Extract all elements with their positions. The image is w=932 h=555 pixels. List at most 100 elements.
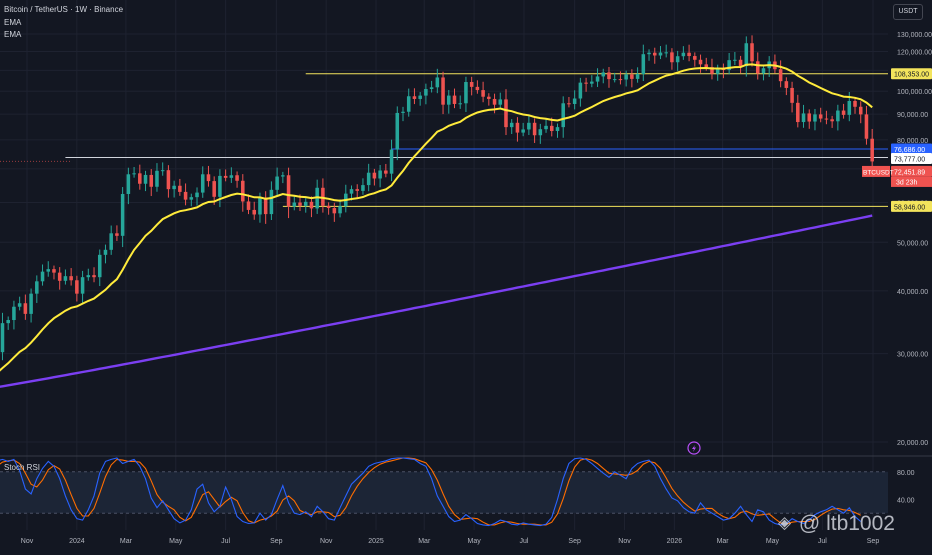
candle-body [378,170,382,179]
candle-body [120,193,125,236]
candle-body [178,185,182,192]
candle-body [750,43,754,62]
candle-body [481,90,485,97]
price-tick-label: 100,000.00 [897,89,932,96]
candle-body [355,189,359,191]
ema-fast-label[interactable]: EMA [4,18,22,27]
candle-body [555,127,560,132]
candle-body [458,103,462,105]
candle-body [492,98,497,105]
candle-body [326,205,331,209]
countdown-text: 3d 23h [896,179,918,186]
candle-body [738,59,743,67]
countdown-box [891,176,932,187]
time-tick-label: May [766,538,780,545]
candle-body [532,122,537,136]
candle-body [35,281,39,294]
candle-body [52,269,56,273]
candle-body [675,56,680,63]
candle-body [332,208,337,214]
candle-body [172,185,176,190]
price-label-text: 73,777.00 [894,156,925,163]
candle-body [544,125,548,130]
candle-body [86,275,91,278]
candle-body [149,174,154,187]
alert-icon[interactable] [687,441,701,455]
horizontal-levels [0,73,888,207]
candle-body [229,175,234,178]
candle-body [97,254,102,278]
currency-button[interactable]: USDT [893,4,923,20]
candle-body [498,99,503,105]
candle-body [138,173,142,184]
candle-body [132,173,136,175]
candle-body [384,170,388,174]
candle-body [813,114,817,122]
candle-body [418,95,422,99]
candle-body [527,122,531,130]
candle-body [464,82,468,104]
time-tick-label: Sep [270,538,283,545]
time-tick-label: Sep [568,538,581,545]
candle-body [321,187,325,206]
time-tick-label: Jul [818,538,827,545]
ema-slow-line [0,214,873,388]
candle-body [155,170,159,187]
candle-body [836,110,840,122]
candle-body [761,68,766,74]
candle-body [75,280,79,294]
candle-body [389,149,394,174]
candle-body [509,122,514,128]
ema-slow-label[interactable]: EMA [4,30,22,39]
candle-body [590,81,594,84]
candle-body [807,113,812,122]
candle-body [246,201,251,210]
candle-body [338,206,342,214]
price-label-text: 58,946.00 [894,204,925,211]
time-tick-label: Mar [418,538,431,545]
candle-body [801,113,806,123]
candle-body [567,103,571,105]
candle-body [670,52,674,63]
time-tick-label: 2025 [368,538,384,545]
candle-body [858,106,863,115]
candle-body [584,82,588,84]
candle-body [23,303,28,314]
candle-body [406,96,411,112]
candle-body [778,69,783,82]
symbol-tag-box [862,165,890,177]
candle-body [744,43,749,67]
price-label-text: 76,686.00 [894,147,925,154]
candle-body [17,303,22,307]
candle-body [647,52,651,55]
candle-body [727,60,731,71]
candle-body [80,277,85,294]
candle-body [595,76,600,82]
candle-body [303,201,308,206]
candle-body [830,119,834,122]
candle-body [183,191,188,200]
stoch-tick-label: 80.00 [897,470,915,477]
candle-body [29,293,33,314]
price-tick-label: 50,000.00 [897,240,928,247]
candle-body [126,174,131,194]
time-tick-label: Jul [519,538,528,545]
candle-body [607,72,611,80]
candle-body [652,52,657,56]
candle-body [46,269,51,272]
candle-body [40,271,45,282]
candle-body [681,52,686,57]
price-label-text: 108,353.00 [894,72,929,79]
candle-body [572,98,577,104]
time-axis[interactable]: Nov 2024 Mar May Jul Sep Nov 2025 Mar May Jul Sep No… [21,538,880,545]
candle-body [796,102,800,123]
candle-body [578,82,583,99]
candle-body [361,185,365,191]
candle-body [258,197,262,215]
candle-body [401,111,405,113]
watermark-text: @ ltb1002 [798,512,895,535]
candle-body [715,68,720,74]
candle-body [790,87,794,103]
candle-body [710,67,714,74]
